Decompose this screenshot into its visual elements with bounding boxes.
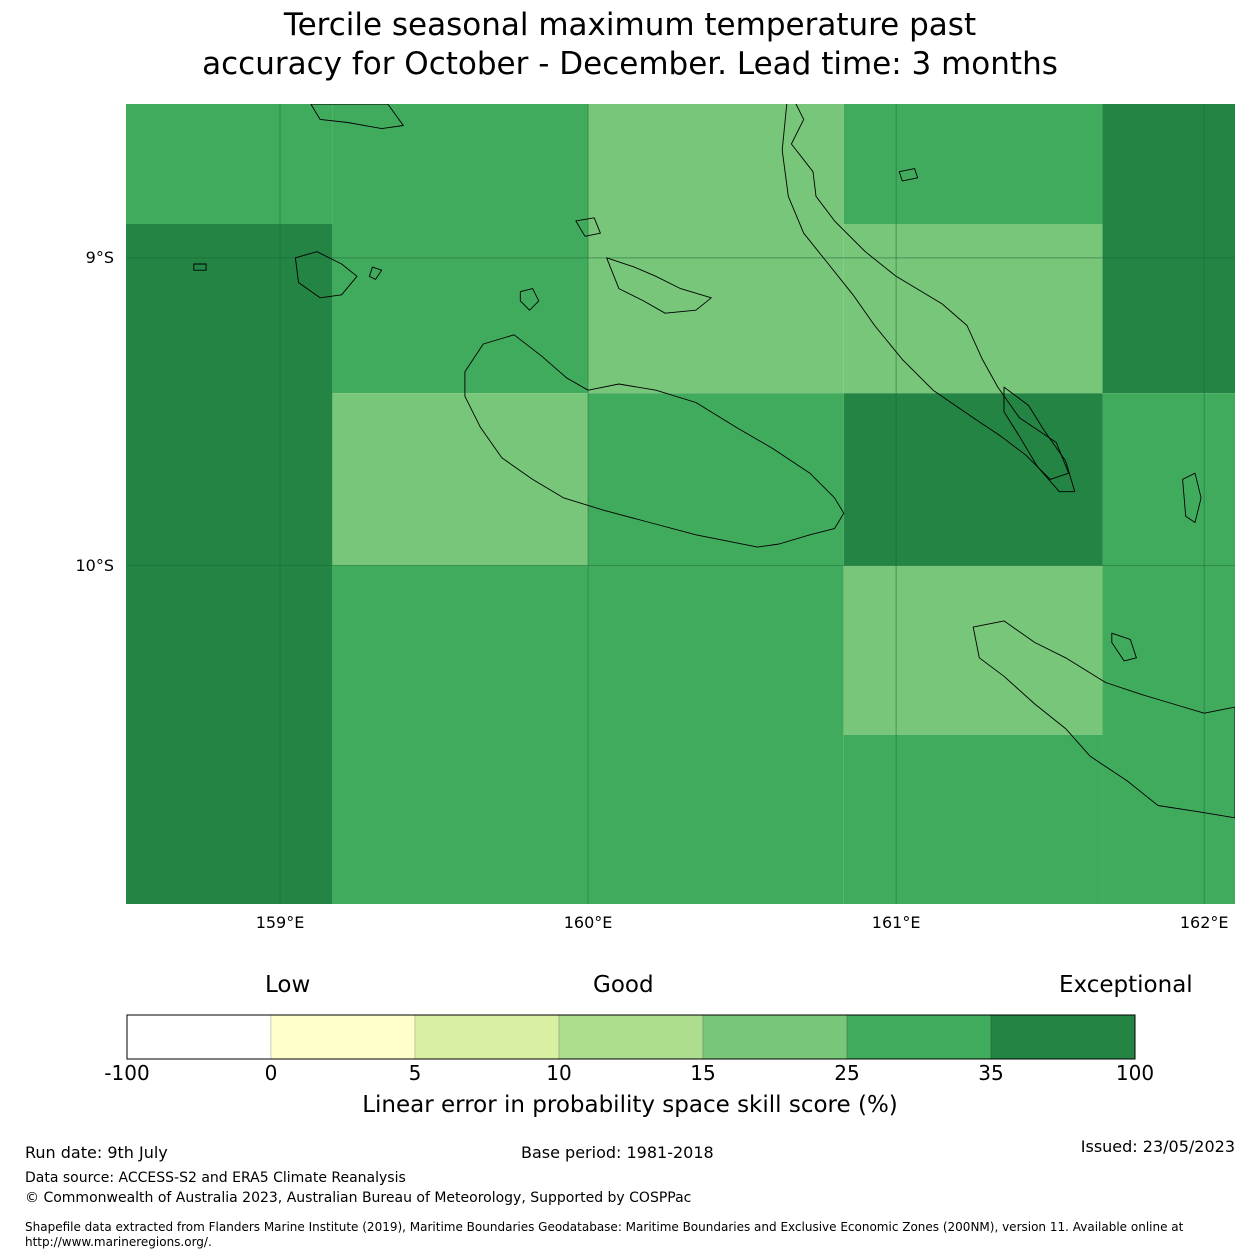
- colorbar-tick-1: 0: [264, 1061, 278, 1085]
- colorbar-header-good: Good: [593, 972, 654, 998]
- lon-label-161: 161°E: [871, 913, 921, 932]
- coastline-10: [898, 168, 919, 182]
- coastline-8: [1111, 632, 1137, 662]
- colorbar-segment-5: [846, 1014, 992, 1060]
- coastline-12: [193, 263, 207, 271]
- coastline-13: [368, 266, 383, 280]
- lon-label-162: 162°E: [1179, 913, 1229, 932]
- skill-cell-11: [588, 393, 844, 566]
- lon-label-159: 159°E: [255, 913, 305, 932]
- colorbar-segment-0: [126, 1014, 272, 1060]
- skill-cell-2: [588, 104, 844, 224]
- coastline-2: [1003, 386, 1076, 493]
- skill-cell-13: [1102, 393, 1235, 566]
- coastline-1: [781, 104, 1070, 480]
- skill-cell-14: [332, 565, 589, 904]
- colorbar-tick-4: 15: [690, 1061, 716, 1085]
- colorbar-segment-2: [414, 1014, 560, 1060]
- coastline-6: [519, 288, 540, 311]
- skill-cell-15: [588, 565, 844, 904]
- skill-cell-4: [1102, 104, 1235, 224]
- skill-cell-18: [1102, 565, 1235, 904]
- lat-label-10: 10°S: [75, 555, 114, 575]
- skill-map: [126, 104, 1235, 904]
- skill-cell-6: [332, 224, 589, 394]
- data-source: Data source: ACCESS-S2 and ERA5 Climate …: [25, 1170, 406, 1186]
- coastline-4: [606, 257, 712, 314]
- base-period: Base period: 1981-2018: [521, 1143, 714, 1162]
- skill-cell-7: [588, 224, 844, 394]
- colorbar-tick-2: 5: [408, 1061, 422, 1085]
- copyright: © Commonwealth of Australia 2023, Austra…: [25, 1190, 692, 1206]
- skill-cell-5: [126, 224, 333, 904]
- coastline-9: [575, 217, 601, 237]
- run-date: Run date: 9th July: [25, 1143, 168, 1162]
- colorbar-border: [126, 1014, 1136, 1060]
- skill-cell-3: [843, 104, 1103, 224]
- colorbar-segment-1: [270, 1014, 416, 1060]
- colorbar-tick-3: 10: [546, 1061, 572, 1085]
- colorbar-tick-6: 35: [978, 1061, 1004, 1085]
- coastline-5: [294, 251, 358, 299]
- colorbar: [126, 1014, 1136, 1060]
- coastline-3: [972, 620, 1235, 819]
- skill-cell-1: [332, 104, 589, 224]
- colorbar-segment-6: [990, 1014, 1136, 1060]
- colorbar-tick-7: 100: [1115, 1061, 1155, 1085]
- title-line-2: accuracy for October - December. Lead ti…: [202, 46, 1058, 82]
- colorbar-segment-3: [558, 1014, 704, 1060]
- colorbar-segment-4: [702, 1014, 848, 1060]
- colorbar-header-exceptional: Exceptional: [1059, 972, 1193, 998]
- colorbar-tick-0: -100: [104, 1061, 150, 1085]
- skill-cell-12: [843, 393, 1103, 566]
- skill-cell-0: [126, 104, 333, 224]
- title-line-1: Tercile seasonal maximum temperature pas…: [283, 7, 977, 43]
- shapefile-credit: Shapefile data extracted from Flanders M…: [25, 1220, 1184, 1249]
- chart-title: Tercile seasonal maximum temperature pas…: [0, 6, 1260, 84]
- colorbar-tick-5: 25: [834, 1061, 860, 1085]
- lon-label-160: 160°E: [563, 913, 613, 932]
- coastline-0: [464, 334, 845, 548]
- skill-cell-17: [843, 734, 1103, 904]
- coastline-11: [310, 104, 404, 130]
- skill-cell-10: [332, 393, 589, 566]
- skill-cell-8: [843, 224, 1103, 394]
- issued-date: Issued: 23/05/2023: [1080, 1137, 1235, 1156]
- skill-cell-16: [843, 565, 1103, 735]
- colorbar-label: Linear error in probability space skill …: [362, 1092, 898, 1118]
- colorbar-header-low: Low: [265, 972, 311, 998]
- lat-label-9: 9°S: [85, 247, 114, 267]
- skill-cell-9: [1102, 224, 1235, 394]
- coastline-7: [1182, 472, 1202, 523]
